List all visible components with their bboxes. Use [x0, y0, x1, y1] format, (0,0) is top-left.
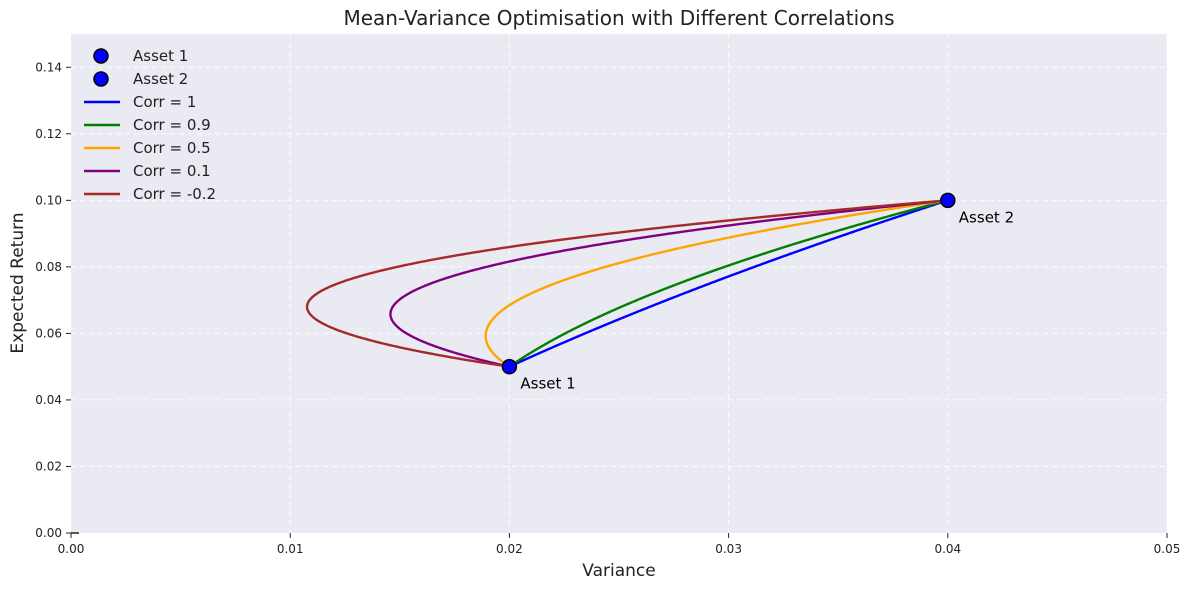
y-tick-label: 0.04 — [35, 393, 62, 407]
series-line — [508, 199, 949, 368]
y-tick-label: 0.06 — [35, 326, 62, 340]
asset-point — [940, 192, 956, 209]
legend-label: Corr = 0.9 — [133, 116, 211, 134]
y-tick-label: 0.14 — [35, 60, 62, 74]
legend-label: Asset 2 — [133, 70, 188, 88]
legend-marker — [93, 71, 109, 87]
x-tick-label: 0.00 — [58, 542, 85, 556]
x-axis-label: Variance — [582, 561, 655, 581]
legend-label: Corr = -0.2 — [133, 185, 216, 203]
y-tick-label: 0.12 — [35, 127, 62, 141]
x-tick-label: 0.05 — [1154, 542, 1181, 556]
legend-label: Corr = 0.1 — [133, 162, 211, 180]
y-axis-label: Expected Return — [8, 212, 28, 353]
legend: Asset 1 Asset 2 Corr = 1 Corr = 0.9 Corr = 0… — [84, 47, 216, 203]
y-tick-label: 0.08 — [35, 260, 62, 274]
chart-title: Mean-Variance Optimisation with Differen… — [343, 6, 894, 30]
grid — [71, 34, 1168, 533]
series-layer — [305, 199, 949, 368]
y-tick-label: 0.00 — [35, 526, 62, 540]
x-tick-label: 0.03 — [715, 542, 742, 556]
series-line — [484, 199, 948, 368]
legend-label: Corr = 0.5 — [133, 139, 211, 157]
y-tick-label: 0.10 — [35, 193, 62, 207]
asset-annotation: Asset 1 — [520, 375, 575, 393]
series-line — [305, 199, 948, 368]
legend-label: Asset 1 — [133, 47, 188, 65]
x-tick-label: 0.04 — [934, 542, 961, 556]
asset-annotation: Asset 2 — [959, 208, 1014, 226]
legend-marker — [93, 48, 109, 64]
asset-point — [501, 358, 518, 375]
series-line — [389, 199, 948, 368]
axes: 0.00 0.01 0.02 0.03 0.04 0.05 0.00 0.02 0.04 0.06… — [35, 60, 1180, 556]
series-line — [508, 199, 949, 368]
x-tick-label: 0.01 — [277, 542, 304, 556]
annotation-layer: Asset 1 Asset 2 — [520, 208, 1014, 392]
legend-label: Corr = 1 — [133, 93, 196, 111]
x-tick-label: 0.02 — [496, 542, 523, 556]
y-tick-label: 0.02 — [35, 459, 62, 473]
plot-background — [71, 34, 1167, 533]
points-layer — [501, 192, 956, 375]
